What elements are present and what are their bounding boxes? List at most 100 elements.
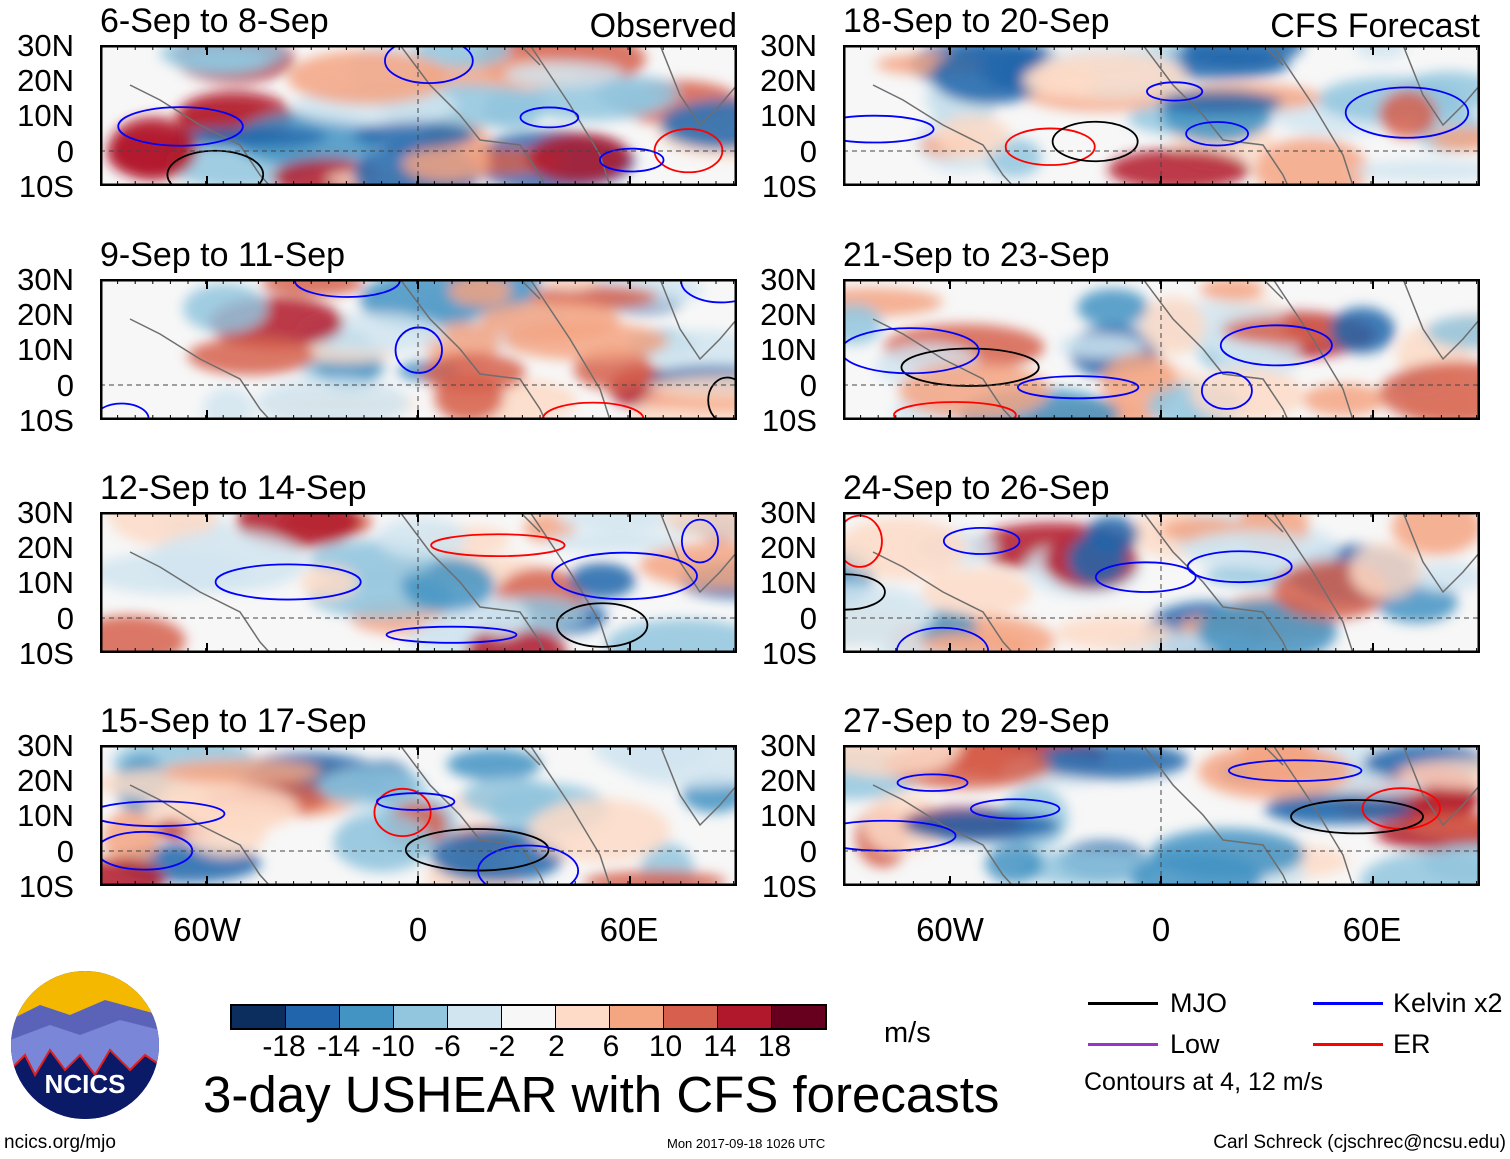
panel-title: 24-Sep to 26-Sep — [843, 469, 1110, 507]
wave-contour — [1227, 759, 1363, 782]
lat-tick-label: 20N — [17, 63, 74, 99]
shear-anomaly-blob — [1398, 759, 1480, 789]
legend-label-er: ER — [1393, 1029, 1431, 1059]
lat-tick-label: 20N — [17, 297, 74, 333]
wave-contour — [900, 347, 1040, 387]
shear-anomaly-blob — [556, 512, 693, 531]
lat-tick-label: 0 — [56, 600, 74, 636]
shear-anomaly-blob — [663, 512, 737, 539]
wave-contour — [1219, 324, 1333, 367]
wave-contour — [896, 773, 969, 792]
legend-line-low — [1088, 1043, 1158, 1046]
lat-tick-label: 30N — [17, 28, 74, 63]
wave-contour — [519, 106, 580, 129]
colorbar-swatch — [772, 1006, 825, 1028]
lat-tick-label: 30N — [17, 262, 74, 297]
figure-title: 3-day USHEAR with CFS forecasts — [203, 1066, 1000, 1123]
wave-contour — [373, 787, 432, 837]
shear-anomaly-blob — [1408, 812, 1480, 837]
column-label: CFS Forecast — [1270, 7, 1480, 45]
shear-map-panel — [843, 45, 1480, 186]
shear-anomaly-blob — [100, 615, 186, 653]
wave-contour — [893, 401, 1017, 420]
lat-tick-label: 30N — [760, 495, 817, 530]
lon-tick-label: 60E — [1342, 911, 1402, 948]
wave-contour — [942, 527, 1021, 555]
colorbar-swatch — [232, 1006, 286, 1028]
shear-anomaly-blob — [159, 45, 287, 72]
colorbar-swatch — [610, 1006, 664, 1028]
lat-tick-label: 10S — [761, 402, 817, 438]
shear-anomaly-blob — [1054, 616, 1172, 650]
panel-title: 21-Sep to 23-Sep — [843, 236, 1110, 274]
wave-contour — [166, 149, 265, 186]
lat-tick-label: 0 — [56, 133, 74, 169]
shear-map-panel — [100, 512, 737, 653]
shear-anomaly-blob — [583, 870, 727, 886]
wave-contour — [556, 602, 649, 648]
shear-anomaly-blob — [545, 531, 684, 554]
colorbar — [230, 1004, 827, 1030]
shear-anomaly-blob — [568, 562, 636, 599]
shear-anomaly-blob — [502, 322, 669, 361]
lon-tick-label: 0 — [408, 911, 428, 948]
shear-anomaly-blob — [931, 47, 1048, 105]
shear-anomaly-blob — [446, 748, 542, 781]
wave-contour — [1200, 371, 1253, 410]
colorbar-tick-label: 18 — [757, 1030, 792, 1063]
shear-anomaly-blob — [660, 99, 737, 150]
shear-anomaly-blob — [843, 517, 967, 580]
shear-map-panel — [843, 512, 1480, 653]
shear-anomaly-blob — [317, 766, 427, 806]
colorbar-swatch — [394, 1006, 448, 1028]
shear-anomaly-blob — [527, 132, 632, 184]
wave-contour — [1344, 86, 1470, 139]
colorbar-tick-label: 6 — [602, 1030, 620, 1063]
lat-tick-label: 0 — [799, 833, 817, 869]
legend-label-mjo: MJO — [1170, 988, 1227, 1018]
wave-contour — [385, 625, 518, 644]
panel-title: 9-Sep to 11-Sep — [100, 236, 346, 274]
wave-contour — [843, 327, 980, 375]
coastline — [129, 279, 737, 420]
lat-tick-label: 20N — [760, 763, 817, 799]
coastline — [129, 745, 737, 886]
shear-anomaly-blob — [843, 303, 883, 345]
shear-anomaly-blob — [1349, 542, 1422, 599]
shear-anomaly-blob — [843, 745, 963, 777]
lat-tick-label: 10S — [18, 635, 74, 671]
shear-anomaly-blob — [354, 121, 476, 149]
shear-anomaly-blob — [1057, 334, 1145, 358]
colorbar-tick-label: -14 — [316, 1030, 361, 1063]
footer-url[interactable]: ncics.org/mjo — [4, 1132, 116, 1153]
shear-anomaly-blob — [187, 337, 316, 376]
shear-anomaly-blob — [401, 557, 495, 613]
lat-tick-label: 10N — [17, 98, 74, 134]
lat-tick-label: 30N — [760, 728, 817, 763]
wave-contour — [1290, 799, 1424, 835]
ncics-logo: NCICS — [11, 971, 159, 1119]
lat-tick-label: 20N — [760, 297, 817, 333]
shear-anomaly-blob — [921, 567, 1032, 617]
wave-contour — [430, 533, 566, 558]
wave-contour — [1004, 127, 1096, 166]
coastline — [872, 279, 1480, 420]
wave-contour — [969, 798, 1061, 820]
shear-map-panel — [843, 279, 1480, 420]
shear-map-panel — [100, 45, 737, 186]
lon-tick-label: 60W — [916, 911, 984, 948]
colorbar-swatch — [556, 1006, 610, 1028]
shear-anomaly-blob — [1199, 279, 1265, 301]
shear-anomaly-blob — [944, 745, 1011, 776]
shear-anomaly-blob — [261, 279, 364, 297]
lat-tick-label: 10S — [18, 168, 74, 204]
lat-tick-label: 20N — [760, 530, 817, 566]
shear-anomaly-blob — [1352, 160, 1480, 181]
shear-anomaly-blob — [1150, 828, 1305, 880]
wave-contour — [1185, 121, 1249, 147]
wave-contour — [117, 106, 244, 147]
lat-tick-label: 10N — [760, 98, 817, 134]
lat-tick-label: 20N — [760, 63, 817, 99]
panel-title: 27-Sep to 29-Sep — [843, 702, 1110, 740]
wave-contour — [680, 518, 719, 564]
